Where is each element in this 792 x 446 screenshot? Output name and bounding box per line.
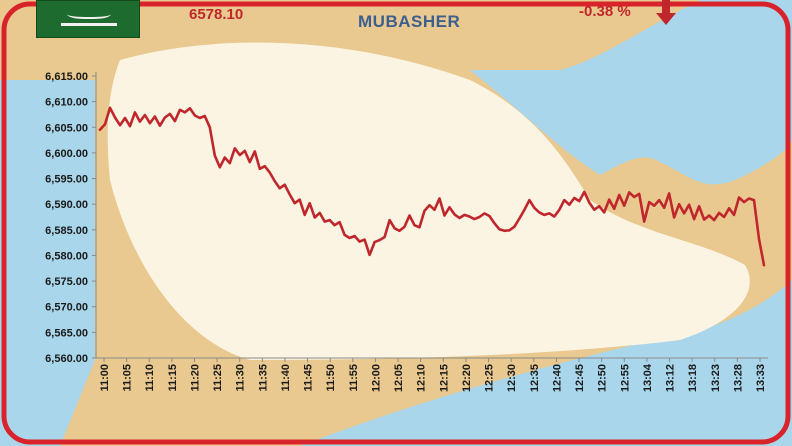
x-tick-label: 11:15	[167, 364, 179, 392]
y-tick-label: 6,600.00	[45, 148, 88, 160]
x-tick-label: 12:00	[370, 364, 382, 392]
x-tick-label: 11:00	[99, 364, 111, 392]
x-tick-label: 12:10	[416, 364, 428, 392]
x-tick-label: 11:20	[189, 364, 201, 392]
x-tick-label: 11:55	[348, 364, 360, 392]
x-tick-label: 11:40	[280, 364, 292, 392]
saudi-flag-icon	[36, 0, 140, 38]
x-tick-label: 12:25	[484, 364, 496, 392]
flag-script	[67, 7, 111, 19]
x-axis-ticks: 11:00 11:05 11:10 11:15 11:20 11:25 11:30 11:35…	[99, 358, 767, 392]
gulf-water	[470, 0, 792, 185]
y-tick-label: 6,565.00	[45, 327, 88, 339]
y-tick-label: 6,585.00	[45, 225, 88, 237]
x-tick-label: 11:30	[235, 364, 247, 392]
x-tick-label: 13:33	[755, 364, 767, 392]
index-value: 6578.10	[189, 6, 244, 23]
peninsula-area	[107, 42, 750, 360]
x-tick-label: 11:05	[122, 364, 134, 392]
y-tick-label: 6,605.00	[45, 122, 88, 134]
x-tick-label: 12:50	[597, 364, 609, 392]
x-tick-label: 13:28	[732, 364, 744, 392]
series-line	[98, 106, 766, 267]
x-tick-label: 11:35	[257, 364, 269, 392]
y-tick-label: 6,595.00	[45, 174, 88, 186]
x-tick-label: 13:12	[665, 364, 677, 392]
x-tick-label: 12:45	[574, 364, 586, 392]
brand-logo: MUBASHER	[358, 12, 461, 31]
x-tick-label: 11:10	[144, 364, 156, 392]
x-tick-label: 12:55	[619, 364, 631, 392]
x-tick-label: 11:50	[325, 364, 337, 392]
x-tick-label: 13:23	[710, 364, 722, 392]
y-tick-label: 6,570.00	[45, 302, 88, 314]
x-tick-label: 12:40	[551, 364, 563, 392]
x-tick-label: 12:05	[393, 364, 405, 392]
series-layer	[98, 106, 766, 267]
chart-axes	[95, 72, 768, 359]
x-tick-label: 12:20	[461, 364, 473, 392]
flag-sword	[61, 23, 117, 26]
y-tick-label: 6,560.00	[45, 353, 88, 365]
y-tick-label: 6,610.00	[45, 97, 88, 109]
x-tick-label: 12:35	[529, 364, 541, 392]
y-tick-label: 6,580.00	[45, 250, 88, 262]
x-tick-label: 11:25	[212, 364, 224, 392]
down-arrow-icon	[656, 0, 676, 25]
x-tick-label: 11:45	[303, 364, 315, 392]
x-tick-label: 13:04	[642, 363, 654, 392]
y-tick-label: 6,590.00	[45, 199, 88, 211]
x-tick-label: 12:15	[438, 364, 450, 392]
x-tick-label: 13:18	[687, 364, 699, 392]
arabian-sea-water	[300, 280, 792, 446]
y-tick-label: 6,575.00	[45, 276, 88, 288]
x-tick-label: 12:30	[506, 364, 518, 392]
red-sea-water	[0, 80, 95, 446]
change-percent: -0.38 %	[579, 3, 631, 20]
y-tick-label: 6,615.00	[45, 71, 88, 83]
y-axis-ticks: 6,560.00 6,565.00 6,570.00 6,575.00 6,580.00…	[45, 71, 96, 365]
